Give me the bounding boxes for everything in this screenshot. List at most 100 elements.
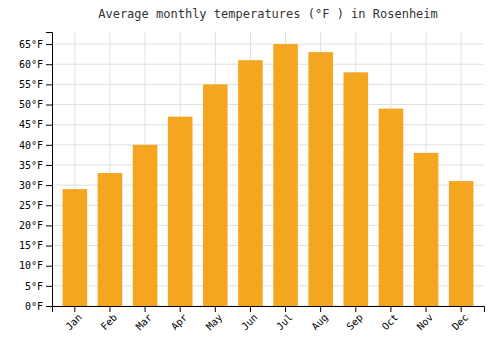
tick: Jun	[239, 306, 260, 332]
tick: Jul	[274, 306, 295, 332]
tick-mark	[320, 306, 321, 312]
tick-label: 20°F	[19, 220, 43, 231]
tick: 45°F	[19, 119, 52, 130]
bar	[379, 109, 404, 306]
tick-label: 30°F	[19, 180, 43, 191]
tick-mark	[390, 306, 391, 312]
tick-label: Mar	[134, 312, 155, 333]
bar	[308, 52, 333, 306]
tick-mark	[180, 306, 181, 312]
tick: May	[204, 306, 225, 332]
grid-line	[52, 64, 484, 65]
tick-mark	[74, 306, 75, 312]
grid-line	[52, 84, 484, 85]
grid	[52, 32, 484, 306]
tick-mark	[46, 266, 52, 267]
tick-label: 10°F	[19, 260, 43, 271]
tick: Mar	[134, 306, 155, 332]
bar	[414, 153, 439, 306]
tick-mark	[46, 105, 52, 106]
tick: Oct	[380, 306, 401, 332]
tick-mark	[46, 246, 52, 247]
tick-label: Dec	[450, 312, 471, 333]
bars	[63, 44, 474, 306]
tick: Nov	[415, 306, 436, 332]
tick: 55°F	[19, 79, 52, 90]
tick-label: May	[204, 312, 225, 333]
tick: Sep	[344, 306, 365, 332]
tick-mark	[46, 185, 52, 186]
tick: Feb	[99, 306, 120, 332]
tick-mark	[426, 306, 427, 312]
tick-label: 25°F	[19, 200, 43, 211]
tick-label: Jul	[274, 312, 295, 333]
tick-mark	[46, 64, 52, 65]
tick: Dec	[450, 306, 471, 332]
tick-mark	[250, 306, 251, 312]
tick: 10°F	[19, 260, 52, 271]
tick: 50°F	[19, 99, 52, 110]
tick-label: 60°F	[19, 59, 43, 70]
tick-label: Nov	[415, 312, 436, 333]
tick: 5°F	[25, 281, 52, 292]
tick: 40°F	[19, 140, 52, 151]
tick: 35°F	[19, 160, 52, 171]
tick: Apr	[169, 306, 190, 332]
title: Average monthly temperatures (°F ) in Ro…	[98, 7, 438, 21]
tick-label: 5°F	[25, 281, 43, 292]
tick-label: Jun	[239, 312, 260, 333]
tick-mark	[46, 84, 52, 85]
bar	[238, 60, 263, 306]
tick: Aug	[309, 306, 330, 332]
tick-mark	[461, 306, 462, 312]
tick-mark	[46, 165, 52, 166]
grid-line	[52, 104, 484, 105]
tick-mark	[46, 44, 52, 45]
x-axis: Jan Feb Mar Apr May Jun Jul Aug Sep Oct Nov Dec	[53, 306, 485, 332]
tick: 65°F	[19, 39, 52, 50]
bar	[63, 189, 88, 306]
tick-label: Feb	[99, 312, 120, 333]
tick-label: 15°F	[19, 240, 43, 251]
tick-label: Aug	[309, 312, 330, 333]
tick-label: Sep	[344, 312, 365, 333]
tick-mark	[46, 125, 52, 126]
tick-label: 50°F	[19, 99, 43, 110]
plot: 0°F 5°F 10°F 15°F 20°F 25°F 30°F 35°F 40°F 45°F 50…	[19, 32, 485, 332]
tick-mark	[46, 145, 52, 146]
bar	[168, 117, 193, 306]
tick: 15°F	[19, 240, 52, 251]
tick-mark	[355, 306, 356, 312]
bar	[449, 181, 474, 306]
tick-mark	[46, 205, 52, 206]
tick-label: 55°F	[19, 79, 43, 90]
bar	[344, 72, 369, 306]
tick-mark	[145, 306, 146, 312]
chart: 0°F 5°F 10°F 15°F 20°F 25°F 30°F 35°F 40°F 45°F 50…	[0, 0, 500, 350]
tick-mark	[46, 286, 52, 287]
tick: 30°F	[19, 180, 52, 191]
tick-mark	[46, 225, 52, 226]
tick-label: 40°F	[19, 140, 43, 151]
bar	[273, 44, 298, 306]
grid-line	[52, 144, 484, 145]
tick-label: 65°F	[19, 39, 43, 50]
bar	[98, 173, 123, 306]
tick-label: 35°F	[19, 160, 43, 171]
tick-label: Oct	[380, 312, 401, 333]
tick: 0°F	[25, 301, 52, 312]
tick-label: Apr	[169, 312, 190, 333]
tick: 25°F	[19, 200, 52, 211]
tick: 20°F	[19, 220, 52, 231]
tick: 60°F	[19, 59, 52, 70]
tick-mark	[215, 306, 216, 312]
tick-label: 0°F	[25, 301, 43, 312]
tick-mark	[285, 306, 286, 312]
axis-line	[53, 307, 485, 313]
axis-line	[46, 33, 53, 307]
bar	[203, 84, 228, 306]
tick-label: Jan	[63, 312, 84, 333]
tick-mark	[46, 306, 52, 307]
grid-line	[52, 124, 484, 125]
tick-label: 45°F	[19, 119, 43, 130]
